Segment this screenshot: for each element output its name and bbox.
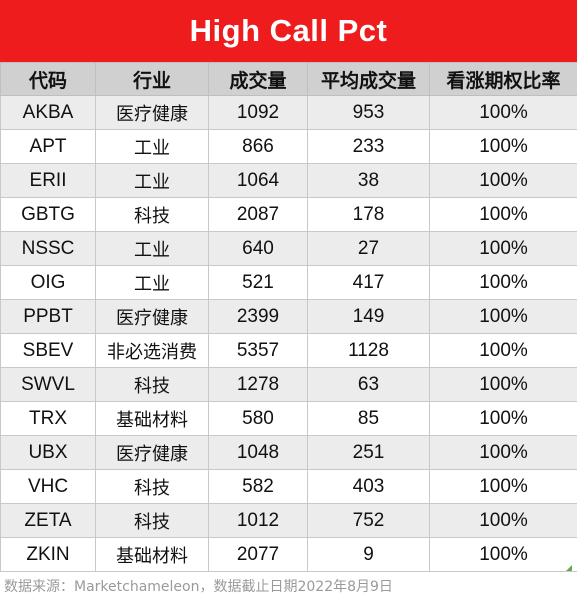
cell-avg-volume: 27 [307,231,430,266]
table-row: OIG 工业 521 417 100% [0,265,577,300]
cell-avg-volume: 178 [307,197,430,232]
cell-call-ratio: 100% [429,435,577,470]
cell-avg-volume: 38 [307,163,430,198]
cell-industry: 基础材料 [95,537,209,572]
cell-industry: 非必选消费 [95,333,209,368]
cell-code: UBX [0,435,96,470]
cell-industry: 科技 [95,503,209,538]
table-container: High Call Pct 代码 行业 成交量 平均成交量 看涨期权比率 AKB… [0,0,577,572]
cell-volume: 1064 [208,163,308,198]
cell-code: SBEV [0,333,96,368]
cell-volume: 521 [208,265,308,300]
cell-volume: 2077 [208,537,308,572]
cell-volume: 580 [208,401,308,436]
cell-volume: 2087 [208,197,308,232]
cell-code: OIG [0,265,96,300]
table-row: ZETA 科技 1012 752 100% [0,503,577,538]
column-header-volume: 成交量 [208,62,308,96]
table-row: ZKIN 基础材料 2077 9 100% [0,537,577,572]
cell-volume: 1092 [208,95,308,130]
table-row: PPBT 医疗健康 2399 149 100% [0,299,577,334]
cell-industry: 工业 [95,163,209,198]
cell-code: GBTG [0,197,96,232]
table-row: GBTG 科技 2087 178 100% [0,197,577,232]
cell-volume: 2399 [208,299,308,334]
cell-call-ratio: 100% [429,197,577,232]
cell-industry: 工业 [95,231,209,266]
cell-avg-volume: 752 [307,503,430,538]
cell-code: APT [0,129,96,164]
cell-call-ratio: 100% [429,537,577,572]
column-header-call-ratio: 看涨期权比率 [429,62,577,96]
cell-code: ZKIN [0,537,96,572]
cell-avg-volume: 403 [307,469,430,504]
cell-call-ratio: 100% [429,469,577,504]
cell-corner-marker [566,565,572,571]
cell-avg-volume: 9 [307,537,430,572]
cell-industry: 医疗健康 [95,95,209,130]
table-row: AKBA 医疗健康 1092 953 100% [0,95,577,130]
column-header-industry: 行业 [95,62,209,96]
table-row: VHC 科技 582 403 100% [0,469,577,504]
column-header-avg-volume: 平均成交量 [307,62,430,96]
cell-volume: 1048 [208,435,308,470]
table-row: TRX 基础材料 580 85 100% [0,401,577,436]
cell-call-ratio: 100% [429,265,577,300]
cell-industry: 医疗健康 [95,435,209,470]
cell-call-ratio: 100% [429,299,577,334]
table-row: NSSC 工业 640 27 100% [0,231,577,266]
table-row: SWVL 科技 1278 63 100% [0,367,577,402]
cell-avg-volume: 251 [307,435,430,470]
cell-volume: 1278 [208,367,308,402]
cell-industry: 科技 [95,197,209,232]
cell-avg-volume: 1128 [307,333,430,368]
cell-call-ratio: 100% [429,163,577,198]
cell-volume: 582 [208,469,308,504]
cell-code: VHC [0,469,96,504]
table-row: APT 工业 866 233 100% [0,129,577,164]
cell-code: SWVL [0,367,96,402]
header-row: 代码 行业 成交量 平均成交量 看涨期权比率 [0,62,577,96]
cell-code: PPBT [0,299,96,334]
cell-code: ERII [0,163,96,198]
cell-industry: 科技 [95,367,209,402]
cell-avg-volume: 63 [307,367,430,402]
cell-code: TRX [0,401,96,436]
cell-code: ZETA [0,503,96,538]
cell-call-ratio: 100% [429,401,577,436]
table-row: UBX 医疗健康 1048 251 100% [0,435,577,470]
source-note: 数据来源：Marketchameleon，数据截止日期2022年8月9日 [4,578,393,595]
cell-volume: 5357 [208,333,308,368]
cell-industry: 工业 [95,265,209,300]
cell-call-ratio: 100% [429,129,577,164]
cell-call-ratio: 100% [429,231,577,266]
cell-avg-volume: 417 [307,265,430,300]
table-row: SBEV 非必选消费 5357 1128 100% [0,333,577,368]
cell-call-ratio: 100% [429,95,577,130]
cell-industry: 科技 [95,469,209,504]
cell-call-ratio: 100% [429,333,577,368]
cell-industry: 医疗健康 [95,299,209,334]
cell-code: AKBA [0,95,96,130]
cell-call-ratio: 100% [429,367,577,402]
table-body: AKBA 医疗健康 1092 953 100% APT 工业 866 233 100% ERII 工业… [0,95,577,572]
cell-avg-volume: 953 [307,95,430,130]
cell-code: NSSC [0,231,96,266]
cell-call-ratio: 100% [429,503,577,538]
cell-avg-volume: 233 [307,129,430,164]
table-title: High Call Pct [0,0,577,62]
cell-volume: 1012 [208,503,308,538]
cell-avg-volume: 85 [307,401,430,436]
cell-avg-volume: 149 [307,299,430,334]
column-header-code: 代码 [0,62,96,96]
data-table: 代码 行业 成交量 平均成交量 看涨期权比率 AKBA 医疗健康 1092 953 10… [0,62,577,572]
cell-industry: 工业 [95,129,209,164]
cell-volume: 866 [208,129,308,164]
cell-volume: 640 [208,231,308,266]
cell-industry: 基础材料 [95,401,209,436]
table-row: ERII 工业 1064 38 100% [0,163,577,198]
